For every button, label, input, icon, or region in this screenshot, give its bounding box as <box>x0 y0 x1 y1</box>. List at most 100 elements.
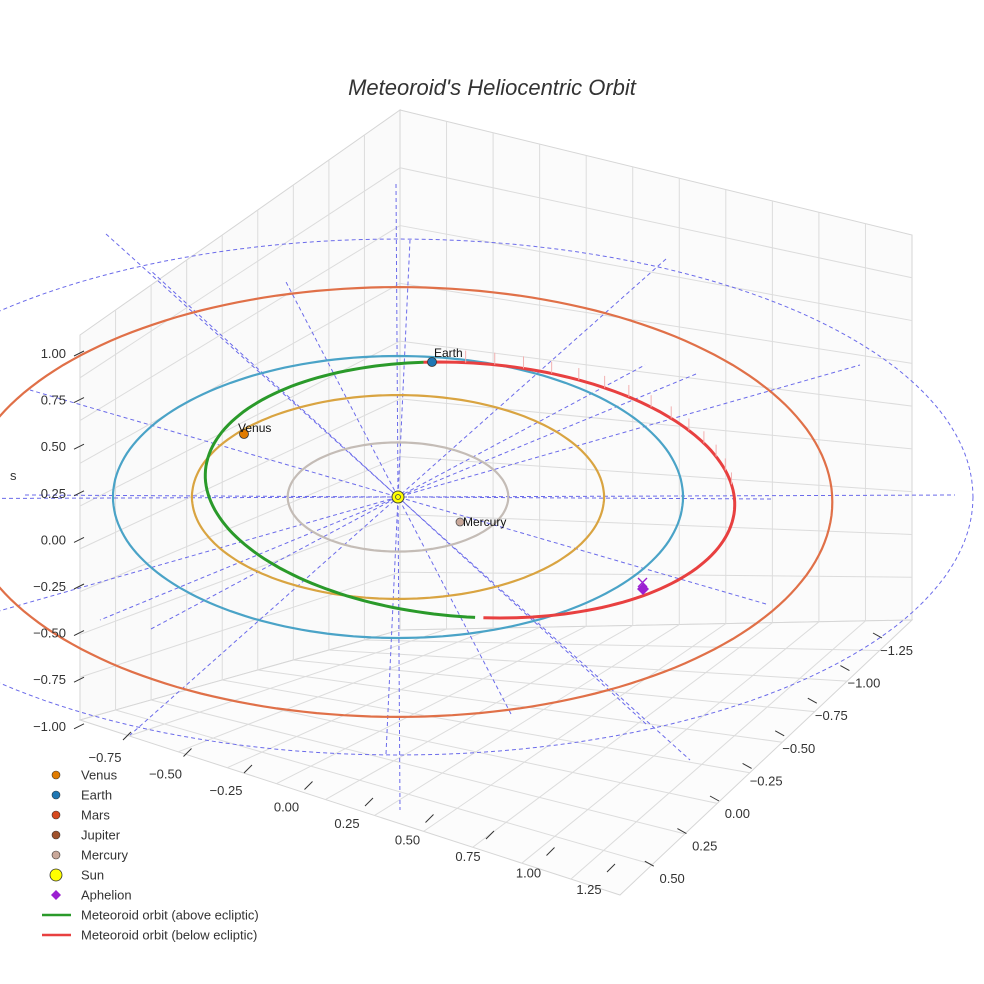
y-tick-label: 0.25 <box>692 839 717 854</box>
y-tick-label: 0.50 <box>659 871 684 886</box>
x-tick-mark <box>485 830 495 840</box>
y-tick-label: −0.25 <box>750 773 783 788</box>
legend-label: Mars <box>81 808 110 823</box>
x-tick-mark <box>122 731 132 741</box>
grid-line <box>115 709 653 865</box>
legend-label: Earth <box>81 788 112 803</box>
y-tick-mark <box>872 632 883 639</box>
reference-plane-spoke <box>395 183 401 811</box>
x-tick-label: −0.50 <box>149 767 182 782</box>
y-tick-mark <box>774 730 785 737</box>
grid-line <box>423 623 727 832</box>
y-tick-label: −0.50 <box>782 741 815 756</box>
grid-line <box>128 628 447 737</box>
y-tick-mark <box>677 828 687 835</box>
legend-marker <box>51 770 61 780</box>
reference-plane-spoke <box>385 239 411 755</box>
z-axis-ticks: 1.00 0.75 0.50 0.25 0.00 −0.25 −0.50 −0.75 −1.00 <box>33 346 85 734</box>
grid-line <box>79 167 401 379</box>
sun-center <box>395 494 401 500</box>
z-tick-mark <box>73 397 85 404</box>
legend-item: Sun <box>49 868 104 883</box>
grid-line <box>328 649 848 682</box>
x-tick-label: −0.25 <box>210 783 243 798</box>
grid-line <box>79 456 401 593</box>
legend-marker <box>51 830 61 840</box>
y-tick-mark <box>709 795 720 802</box>
sun-point <box>391 490 405 504</box>
y-tick-label: 0.00 <box>725 806 750 821</box>
z-tick-label: 1.00 <box>41 346 66 361</box>
y-tick-label: −1.25 <box>880 643 913 658</box>
legend-marker <box>51 810 61 820</box>
grid-line <box>374 624 680 816</box>
grid-pane-right <box>399 109 913 631</box>
orbit-venus <box>190 394 606 600</box>
legend-item: Meteoroid orbit (below ecliptic) <box>42 928 257 943</box>
point-label-earth: Earth <box>434 346 463 360</box>
z-tick-label: −0.75 <box>33 672 66 687</box>
legend-marker <box>49 868 63 882</box>
x-tick-mark <box>364 797 374 807</box>
y-tick-mark <box>742 762 752 769</box>
grid-line <box>79 225 401 421</box>
x-tick-mark <box>243 764 253 774</box>
x-tick-mark <box>183 748 192 757</box>
orbit-mars <box>0 285 834 719</box>
legend-label: Mercury <box>81 848 128 863</box>
z-tick-mark <box>73 350 85 357</box>
grid-line <box>79 513 401 635</box>
grid-line <box>79 282 401 464</box>
x-tick-label: 0.25 <box>334 816 359 831</box>
grid-line <box>472 622 773 848</box>
grid-line <box>150 699 686 835</box>
grid-line <box>79 571 401 678</box>
z-tick-label: 0.50 <box>41 439 66 454</box>
y-tick-mark <box>840 665 850 672</box>
orbit-mercury <box>286 441 510 553</box>
z-tick-label: −1.00 <box>33 719 66 734</box>
legend-marker <box>51 890 61 900</box>
grid-line <box>399 340 913 407</box>
legend-label: Jupiter <box>81 828 121 843</box>
grid-line <box>257 669 783 743</box>
grid-line <box>399 225 913 322</box>
meteoroid-orbit-below <box>423 360 737 620</box>
planet-points: Venus Earth Mercury <box>238 346 649 595</box>
legend-label: Aphelion <box>81 888 132 903</box>
x-tick-label: 0.50 <box>395 833 420 848</box>
meteoroid-orbit <box>203 350 737 620</box>
legend-item: Meteoroid orbit (above ecliptic) <box>42 908 259 923</box>
z-tick-label: −0.50 <box>33 626 66 641</box>
grid-line <box>222 679 750 774</box>
z-tick-label: 0.75 <box>41 393 66 408</box>
z-tick-label: 0.25 <box>41 486 66 501</box>
legend-item: Jupiter <box>51 828 121 843</box>
venus-point <box>239 429 249 439</box>
grid-line <box>364 639 880 652</box>
legend-label: Meteoroid orbit (above ecliptic) <box>81 908 259 923</box>
meteoroid-orbit-above <box>203 360 476 619</box>
x-tick-mark <box>304 781 313 790</box>
aphelion-cross <box>637 577 648 588</box>
mercury-point <box>455 517 465 527</box>
legend: Venus Earth Mars Jupiter Mercury Sun Aphelion M… <box>42 768 259 943</box>
legend-item: Mercury <box>51 848 128 863</box>
chart-title: Meteoroid's Heliocentric Orbit <box>348 75 637 100</box>
z-axis-label: s <box>10 468 17 483</box>
legend-item: Mars <box>51 808 110 823</box>
z-tick-label: 0.00 <box>41 532 66 547</box>
grid-line <box>276 625 587 785</box>
grid-line <box>79 340 401 507</box>
grid-line <box>399 167 913 279</box>
reference-plane-spoke <box>0 494 956 499</box>
legend-marker <box>51 790 61 800</box>
x-tick-mark <box>546 847 555 856</box>
point-label-mercury: Mercury <box>463 515 506 529</box>
x-tick-label: 1.25 <box>576 882 601 897</box>
grid-line <box>177 627 494 753</box>
reference-plane-spoke <box>0 364 861 612</box>
legend-item: Earth <box>51 788 112 803</box>
x-tick-label: 0.75 <box>455 849 480 864</box>
